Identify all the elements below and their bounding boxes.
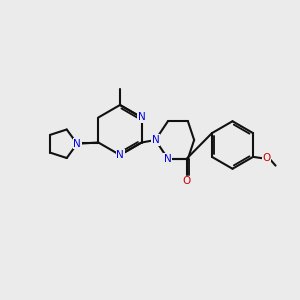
Text: N: N — [138, 112, 146, 122]
Text: N: N — [116, 150, 124, 160]
Text: N: N — [152, 135, 159, 145]
Text: O: O — [262, 153, 270, 163]
Text: N: N — [73, 139, 81, 149]
Text: O: O — [182, 176, 191, 186]
Text: N: N — [164, 154, 172, 164]
